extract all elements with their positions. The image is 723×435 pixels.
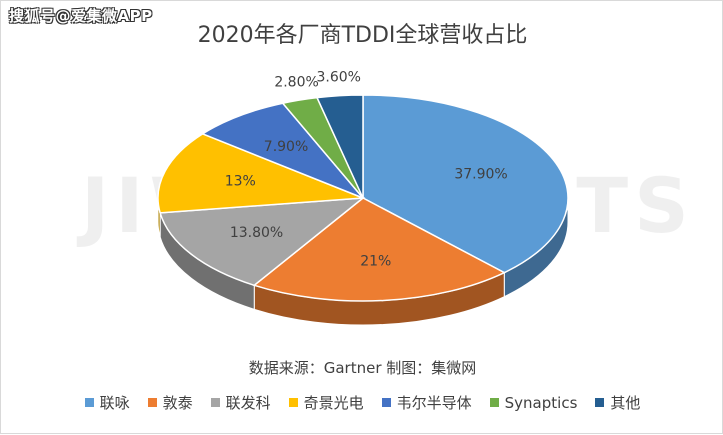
data-label: 21% [360, 254, 391, 270]
legend-label: 奇景光电 [303, 394, 364, 412]
chart-title: 2020年各厂商TDDI全球营收占比 [197, 23, 528, 48]
legend-item: Synaptics [489, 392, 578, 413]
legend-item: 其他 [595, 392, 640, 413]
legend-label: Synaptics [504, 393, 578, 412]
watermark-text: 搜狐号@爱集微APP [9, 7, 153, 25]
data-label: 7.90% [264, 139, 308, 155]
legend-swatch [595, 398, 605, 407]
data-label: 13.80% [230, 225, 283, 241]
data-label: 3.60% [316, 70, 360, 86]
legend-item: 韦尔半导体 [381, 392, 472, 413]
legend-item: 联发科 [210, 392, 271, 413]
legend-label: 联咏 [99, 394, 130, 412]
legend-swatch [381, 398, 391, 407]
legend: 联咏 敦泰 联发科 奇景光电 韦尔半导体 Synaptics 其他 [1, 392, 723, 413]
legend-swatch [84, 398, 94, 407]
legend-label: 其他 [610, 394, 641, 412]
pie-slice [315, 94, 364, 199]
legend-label: 联发科 [225, 394, 271, 412]
legend-item: 敦泰 [147, 392, 193, 413]
data-label: 13% [225, 173, 256, 189]
data-labels: 37.90% 21% 13.80% 13% 7.90% 2.80%3.60% [225, 70, 508, 270]
legend-swatch [147, 398, 157, 407]
pie-slice [157, 133, 364, 214]
source-caption: 数据来源：Gartner 制图：集微网 [248, 359, 477, 377]
legend-label: 敦泰 [162, 394, 193, 412]
data-label: 2.80% [274, 75, 318, 91]
pie-slice [362, 94, 569, 274]
legend-item: 奇景光电 [288, 392, 364, 413]
pie-slice [252, 197, 506, 302]
legend-label: 韦尔半导体 [396, 394, 472, 412]
legend-swatch [489, 398, 499, 407]
legend-swatch [210, 398, 220, 407]
pie-tops [157, 94, 569, 302]
legend-item: 联咏 [84, 392, 130, 413]
pie-slice [159, 197, 366, 287]
pie-slice [200, 102, 364, 199]
legend-swatch [288, 398, 298, 407]
data-label: 37.90% [454, 166, 507, 182]
